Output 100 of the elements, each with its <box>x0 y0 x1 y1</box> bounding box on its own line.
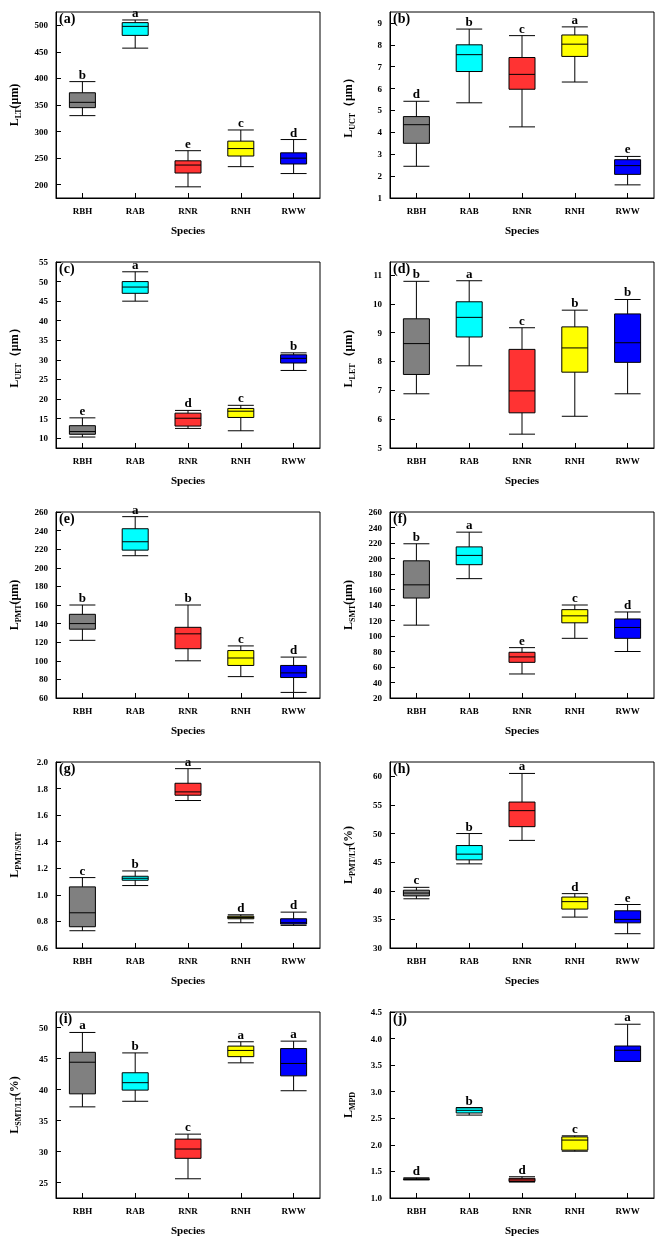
chart-title: (e) <box>59 510 75 527</box>
x-axis-title: Species <box>170 723 206 736</box>
x-tick-label: RNH <box>230 955 251 966</box>
x-tick-label: RBH <box>72 955 93 966</box>
y-tick-label: 55 <box>373 799 383 810</box>
x-tick-label: RBH <box>406 705 427 716</box>
y-tick-label: 240 <box>34 525 49 536</box>
annotation: b <box>465 818 473 834</box>
annotation: b <box>131 855 139 871</box>
annotation: a <box>131 256 139 272</box>
y-tick-label: 450 <box>34 46 49 57</box>
annotation: c <box>79 862 86 878</box>
x-tick-label: RAB <box>125 1205 145 1216</box>
y-tick-label: 40 <box>39 315 49 326</box>
y-tick-label: 350 <box>34 100 49 110</box>
x-tick-label: RNH <box>230 205 251 216</box>
y-tick-label: 1.6 <box>36 810 49 821</box>
y-axis-title: LUCT（μm） <box>341 72 357 138</box>
annotation: c <box>571 1120 578 1136</box>
y-tick-label: 50 <box>373 828 383 839</box>
chart-title: (i) <box>59 1010 73 1027</box>
annotation: a <box>571 11 579 27</box>
annotation: a <box>465 265 473 281</box>
x-tick-label: RWW <box>615 1205 640 1216</box>
y-tick-label: 5 <box>377 443 383 453</box>
y-tick-label: 6 <box>377 414 383 425</box>
y-tick-label: 0.8 <box>36 916 49 927</box>
annotation: c <box>413 872 420 888</box>
y-tick-label: 1.4 <box>36 836 49 847</box>
y-tick-label: 6 <box>377 83 383 94</box>
x-tick-label: RWW <box>281 955 306 966</box>
x-tick-label: RNH <box>230 1205 251 1216</box>
y-tick-label: 80 <box>39 674 49 685</box>
y-tick-label: 35 <box>373 914 383 925</box>
y-tick-label: 3.5 <box>370 1060 383 1071</box>
y-axis-title: LLET（μm） <box>341 322 357 388</box>
x-tick-label: RWW <box>615 955 640 966</box>
x-tick-label: RNH <box>564 1205 585 1216</box>
x-axis-title: Species <box>170 1223 206 1236</box>
chart-title: (g) <box>59 760 76 777</box>
y-tick-label: 300 <box>34 126 49 137</box>
y-tick-label: 45 <box>39 296 49 307</box>
chart-title: (d) <box>393 260 411 277</box>
chart-title: (f) <box>393 510 408 527</box>
x-tick-label: RNH <box>230 455 251 466</box>
y-tick-label: 25 <box>39 374 49 385</box>
x-tick-label: RAB <box>459 205 479 216</box>
x-tick-label: RNR <box>178 1205 199 1216</box>
annotation: d <box>289 642 298 658</box>
y-tick-label: 15 <box>39 413 49 424</box>
annotation: a <box>518 758 526 774</box>
annotation: c <box>519 312 526 328</box>
y-tick-label: 160 <box>368 584 383 595</box>
x-tick-label: RNR <box>178 705 199 716</box>
y-tick-label: 220 <box>368 538 383 548</box>
x-tick-label: RWW <box>615 205 640 216</box>
annotation: d <box>412 86 421 102</box>
annotation: e <box>624 889 631 905</box>
annotation: d <box>289 897 298 913</box>
y-tick-label: 30 <box>39 354 49 365</box>
y-tick-label: 30 <box>373 943 383 953</box>
y-tick-label: 60 <box>373 662 383 672</box>
y-tick-label: 30 <box>39 1146 49 1157</box>
y-tick-label: 50 <box>39 1022 49 1033</box>
annotation: a <box>465 517 473 533</box>
y-tick-label: 120 <box>34 637 49 648</box>
x-tick-label: RBH <box>406 1205 427 1216</box>
y-tick-label: 260 <box>34 507 49 517</box>
annotation: e <box>519 632 526 648</box>
y-tick-label: 7 <box>377 385 383 396</box>
annotation: b <box>465 14 473 30</box>
annotation: a <box>79 1017 87 1033</box>
y-tick-label: 45 <box>373 857 383 868</box>
x-tick-label: RBH <box>406 205 427 216</box>
y-tick-label: 2.5 <box>370 1113 383 1124</box>
y-tick-label: 200 <box>34 562 49 573</box>
y-tick-label: 240 <box>368 522 383 533</box>
y-tick-label: 7 <box>377 61 383 72</box>
chart-title: (b) <box>393 10 411 27</box>
x-tick-label: RNH <box>564 955 585 966</box>
x-tick-label: RNR <box>512 1205 533 1216</box>
annotation: c <box>237 114 244 130</box>
x-tick-label: RNH <box>230 705 251 716</box>
x-tick-label: RAB <box>459 955 479 966</box>
x-tick-label: RWW <box>615 705 640 716</box>
annotation: b <box>412 528 421 544</box>
y-tick-label: 50 <box>39 276 49 287</box>
x-axis-title: Species <box>504 1223 540 1236</box>
y-tick-label: 2 <box>377 171 383 182</box>
y-tick-label: 60 <box>39 693 49 703</box>
y-tick-label: 1.8 <box>36 783 49 794</box>
y-tick-label: 3.0 <box>370 1086 383 1097</box>
y-axis-title: LPMT/LT(%) <box>341 826 357 884</box>
annotation: c <box>185 1119 192 1135</box>
x-axis-title: Species <box>504 223 540 236</box>
x-axis-title: Species <box>170 473 206 486</box>
annotation: c <box>237 630 244 646</box>
x-tick-label: RNH <box>564 205 585 216</box>
chart-title: (a) <box>59 10 76 27</box>
x-tick-label: RNH <box>564 455 585 466</box>
